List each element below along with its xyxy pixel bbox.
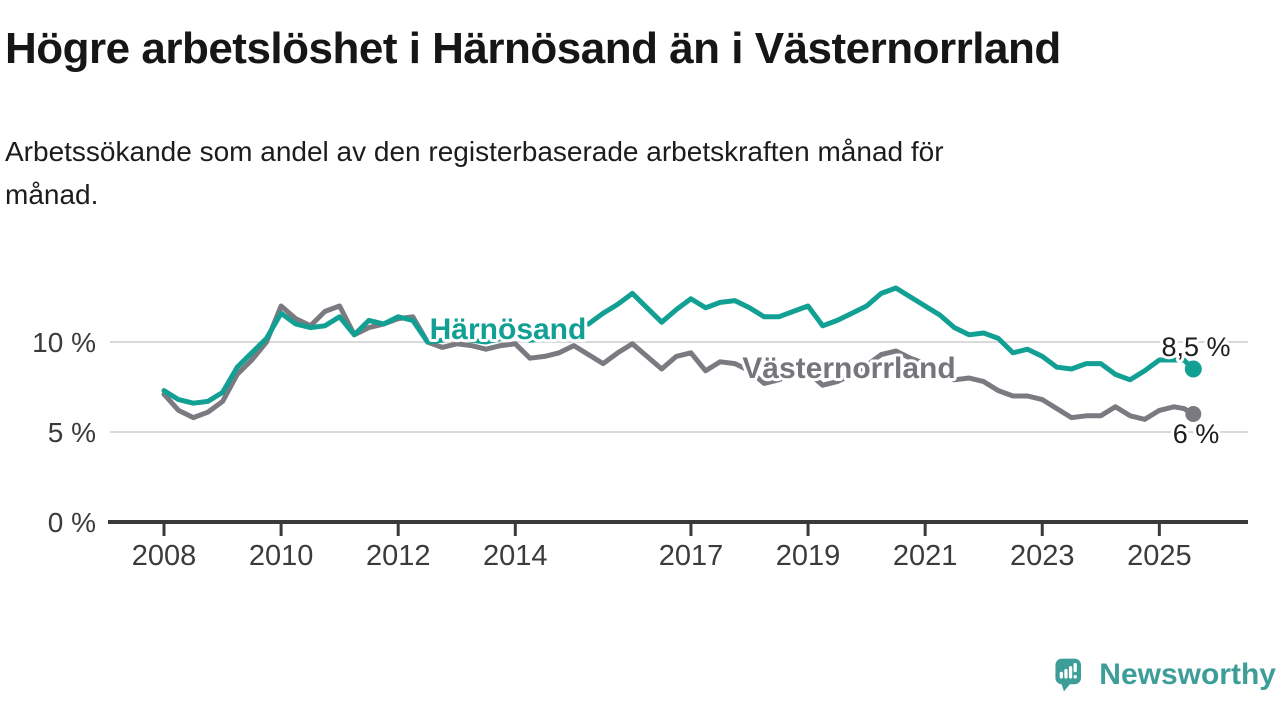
series-lines-group — [161, 285, 1196, 422]
x-tick-label: 2012 — [366, 540, 431, 572]
axes-group: 2008 2010 2012 2014 2017 2019 2021 2023 2025 — [108, 520, 1248, 572]
chart-subtitle-line1: Arbetssökande som andel av den registerb… — [5, 136, 944, 167]
series-label-vasternorrland: Västernorrland — [742, 352, 955, 385]
chart-title: Högre arbetslöshet i Härnösand än i Väst… — [5, 24, 1061, 73]
x-tick-label: 2017 — [659, 540, 724, 572]
chart-subtitle-line2: månad. — [5, 179, 99, 210]
x-tick-label: 2014 — [483, 540, 548, 572]
chart-subtitle: Arbetssökande som andel av den registerb… — [5, 130, 1245, 216]
x-tick-label: 2008 — [132, 540, 197, 572]
bar-chart-speech-bubble-icon — [1055, 658, 1082, 692]
series-line-vasternorrland — [161, 303, 1196, 422]
x-tick-label: 2019 — [776, 540, 841, 572]
x-tick-label: 2025 — [1127, 540, 1192, 572]
x-tick-label: 2023 — [1010, 540, 1075, 572]
end-dot-harnosand — [1184, 360, 1202, 378]
series-line-harnosand — [161, 285, 1196, 406]
series-label-harnosand: Härnösand — [430, 313, 587, 346]
end-dot-vasternorrland — [1185, 406, 1202, 422]
y-tick-label: 5 % — [48, 417, 96, 448]
end-value-label-harnosand: 8,5 % — [1161, 332, 1230, 362]
x-tick-label: 2010 — [249, 540, 314, 572]
end-value-label-vasternorrland: 6 % — [1173, 419, 1220, 449]
series-end-dots-group — [1184, 360, 1202, 422]
y-tick-label: 10 % — [32, 327, 96, 358]
newsworthy-brand-text: Newsworthy — [1099, 658, 1276, 691]
x-tick-label: 2021 — [893, 540, 958, 572]
gridlines-group: 0 % 5 % 10 % — [32, 327, 1248, 538]
y-tick-label: 0 % — [48, 507, 96, 538]
newsworthy-logo: Newsworthy — [1054, 650, 1276, 700]
